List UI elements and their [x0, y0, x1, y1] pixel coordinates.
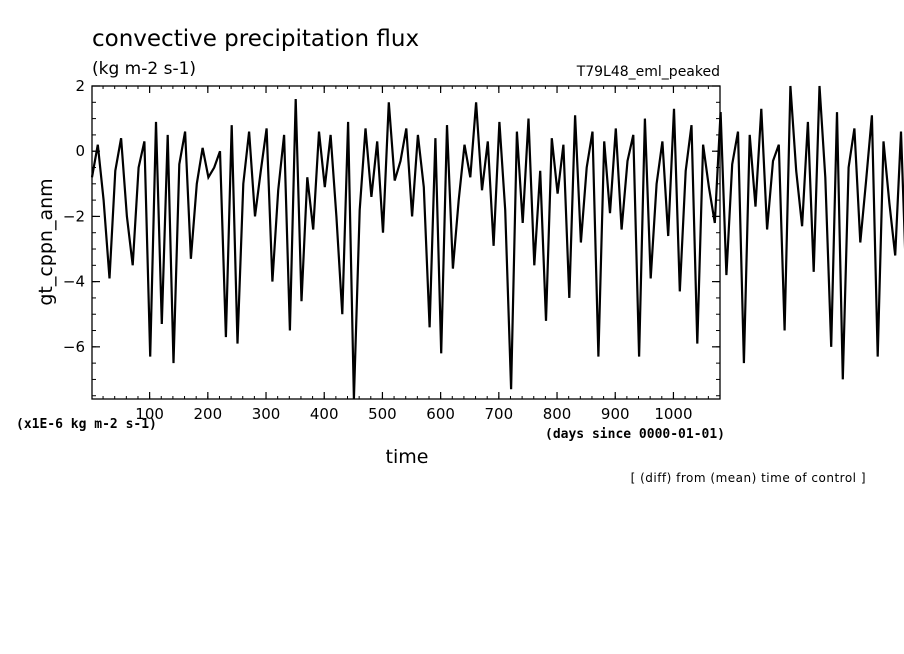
x-tick-label: 500	[368, 405, 397, 423]
y-tick-label: −2	[63, 207, 85, 225]
series-layer	[90, 85, 904, 400]
x-tick-label: 600	[426, 405, 455, 423]
x-tick-label: 400	[310, 405, 339, 423]
units-label: (kg m-2 s-1)	[92, 59, 196, 79]
x-axis-label: time	[386, 446, 429, 468]
y-scale-note: (x1E-6 kg m-2 s-1)	[16, 417, 157, 432]
x-tick-label: 300	[252, 405, 281, 423]
footnote: [ (diff) from (mean) time of control ]	[631, 471, 866, 485]
x-tick-label: 900	[601, 405, 630, 423]
x-tick-label: 100	[135, 405, 164, 423]
x-tick-label: 200	[194, 405, 223, 423]
run-label: T79L48_eml_peaked	[576, 64, 720, 80]
y-tick-label: −6	[63, 338, 85, 356]
x-tick-label: 800	[543, 405, 572, 423]
major-ticks	[92, 85, 720, 399]
x-units-note: (days since 0000-01-01)	[545, 427, 725, 442]
x-tick-label: 700	[485, 405, 514, 423]
chart-title: convective precipitation flux	[92, 26, 419, 52]
x-tick-labels: 100 200 300 400 500 600 700 800 900 1000	[135, 405, 692, 423]
y-tick-labels: 2 0 −2 −4 −6	[63, 77, 85, 356]
y-tick-label: 2	[75, 77, 85, 95]
y-tick-label: −4	[63, 273, 85, 291]
y-tick-label: 0	[75, 142, 85, 160]
series-line	[90, 85, 904, 400]
y-axis-label: gt_cppn_anm	[35, 178, 57, 305]
x-tick-label: 1000	[654, 405, 692, 423]
